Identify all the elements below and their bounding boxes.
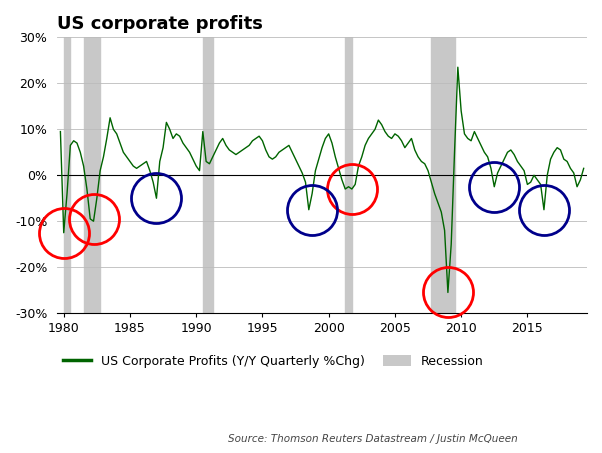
Bar <box>64 37 70 313</box>
Legend: US Corporate Profits (Y/Y Quarterly %Chg), Recession: US Corporate Profits (Y/Y Quarterly %Chg… <box>63 355 484 367</box>
Text: Source: Thomson Reuters Datastream / Justin McQueen: Source: Thomson Reuters Datastream / Jus… <box>228 434 518 444</box>
Bar <box>203 37 213 313</box>
Bar <box>345 37 352 313</box>
Text: US corporate profits: US corporate profits <box>57 15 263 33</box>
Bar <box>84 37 100 313</box>
Bar <box>432 37 455 313</box>
